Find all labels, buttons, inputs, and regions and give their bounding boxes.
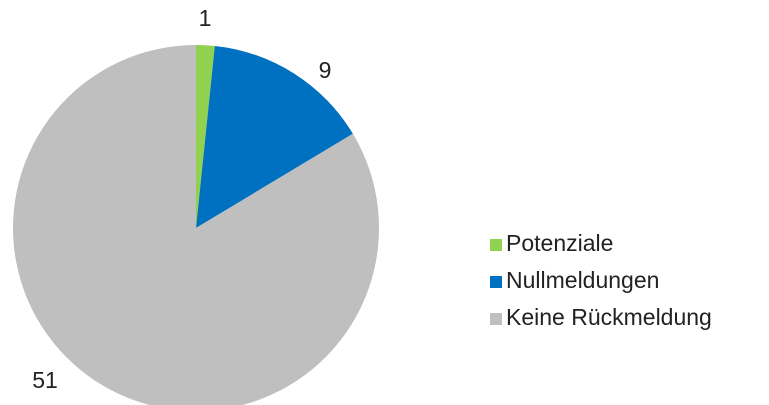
pie-slice xyxy=(196,45,353,228)
legend-label: Keine Rückmeldung xyxy=(506,304,712,330)
legend-swatch xyxy=(490,239,502,251)
data-label: 51 xyxy=(32,367,58,393)
pie-slice xyxy=(196,45,215,228)
data-label: 1 xyxy=(199,5,212,31)
legend-label: Potenziale xyxy=(506,230,613,256)
legend-swatch xyxy=(490,313,502,325)
legend-swatch xyxy=(490,276,502,288)
legend-label: Nullmeldungen xyxy=(506,267,659,293)
data-label: 9 xyxy=(319,57,332,83)
pie-slice xyxy=(13,45,379,405)
